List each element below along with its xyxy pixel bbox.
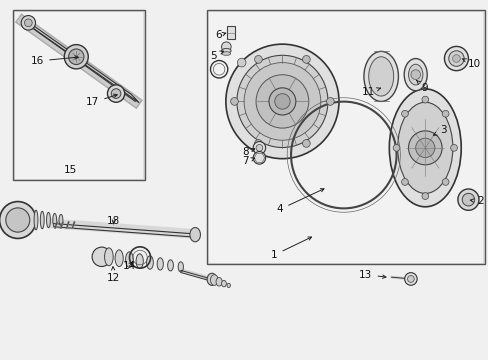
Ellipse shape <box>111 89 121 98</box>
Ellipse shape <box>24 19 32 27</box>
Ellipse shape <box>230 98 238 105</box>
Ellipse shape <box>256 144 262 151</box>
Polygon shape <box>23 19 139 103</box>
FancyBboxPatch shape <box>209 12 482 262</box>
Ellipse shape <box>225 44 338 159</box>
Ellipse shape <box>254 140 262 147</box>
Text: 10: 10 <box>461 59 480 69</box>
Ellipse shape <box>104 248 113 266</box>
Ellipse shape <box>53 213 57 226</box>
Ellipse shape <box>441 111 448 117</box>
Ellipse shape <box>46 212 50 228</box>
Ellipse shape <box>253 141 265 154</box>
Text: 9: 9 <box>416 80 427 93</box>
Ellipse shape <box>407 64 422 85</box>
Ellipse shape <box>274 94 289 109</box>
Ellipse shape <box>401 111 407 117</box>
Text: 5: 5 <box>210 51 223 61</box>
Text: 2: 2 <box>469 197 483 206</box>
Ellipse shape <box>221 280 226 287</box>
Ellipse shape <box>404 273 416 285</box>
Ellipse shape <box>40 211 44 229</box>
Ellipse shape <box>388 89 460 207</box>
Text: 4: 4 <box>276 189 324 214</box>
Ellipse shape <box>107 85 124 102</box>
Ellipse shape <box>59 215 63 226</box>
Ellipse shape <box>226 283 230 288</box>
Ellipse shape <box>444 46 468 71</box>
Ellipse shape <box>236 55 327 148</box>
Text: 11: 11 <box>361 87 380 98</box>
Ellipse shape <box>136 254 143 268</box>
Ellipse shape <box>253 152 265 164</box>
FancyBboxPatch shape <box>13 10 144 180</box>
Ellipse shape <box>326 98 333 105</box>
Text: 3: 3 <box>432 125 446 135</box>
Ellipse shape <box>363 51 398 102</box>
Ellipse shape <box>34 210 38 230</box>
Ellipse shape <box>125 252 133 267</box>
Ellipse shape <box>6 208 30 232</box>
Ellipse shape <box>410 70 420 80</box>
Text: 8: 8 <box>242 147 254 157</box>
Ellipse shape <box>64 45 88 69</box>
Ellipse shape <box>302 140 309 147</box>
Ellipse shape <box>178 262 183 272</box>
Text: 6: 6 <box>215 30 225 40</box>
Text: 15: 15 <box>64 165 77 175</box>
Ellipse shape <box>21 15 36 30</box>
FancyBboxPatch shape <box>207 10 484 264</box>
Text: 18: 18 <box>107 216 120 226</box>
Ellipse shape <box>415 138 434 158</box>
Ellipse shape <box>401 179 407 185</box>
Ellipse shape <box>407 131 441 165</box>
Text: 17: 17 <box>86 94 117 108</box>
Text: 7: 7 <box>242 157 254 166</box>
Text: 13: 13 <box>359 270 385 280</box>
Ellipse shape <box>407 275 413 282</box>
Ellipse shape <box>421 96 428 103</box>
Ellipse shape <box>397 102 452 193</box>
Ellipse shape <box>404 59 427 91</box>
Ellipse shape <box>146 256 153 269</box>
Text: 14: 14 <box>122 261 135 271</box>
Ellipse shape <box>268 88 295 115</box>
Ellipse shape <box>441 179 448 185</box>
Ellipse shape <box>221 49 231 53</box>
Ellipse shape <box>92 247 111 266</box>
Ellipse shape <box>222 52 230 55</box>
Ellipse shape <box>221 42 231 51</box>
Ellipse shape <box>167 260 173 271</box>
FancyBboxPatch shape <box>227 26 235 39</box>
Ellipse shape <box>254 55 262 63</box>
Ellipse shape <box>461 193 474 206</box>
Ellipse shape <box>421 193 428 199</box>
Ellipse shape <box>448 51 463 66</box>
Ellipse shape <box>450 144 456 151</box>
Ellipse shape <box>210 275 218 285</box>
Ellipse shape <box>244 63 320 140</box>
Ellipse shape <box>302 55 309 63</box>
Text: 16: 16 <box>31 56 78 66</box>
Ellipse shape <box>392 144 399 151</box>
Ellipse shape <box>68 49 84 64</box>
Ellipse shape <box>256 75 308 128</box>
Ellipse shape <box>157 258 163 270</box>
Text: 1: 1 <box>270 237 311 260</box>
Ellipse shape <box>237 58 245 67</box>
Ellipse shape <box>216 278 222 286</box>
Ellipse shape <box>452 55 459 62</box>
Ellipse shape <box>189 228 200 242</box>
Ellipse shape <box>115 250 123 267</box>
Ellipse shape <box>207 273 216 285</box>
Ellipse shape <box>0 202 36 238</box>
Ellipse shape <box>457 189 478 210</box>
FancyBboxPatch shape <box>15 12 142 179</box>
Text: 12: 12 <box>107 267 120 283</box>
Ellipse shape <box>368 57 393 96</box>
